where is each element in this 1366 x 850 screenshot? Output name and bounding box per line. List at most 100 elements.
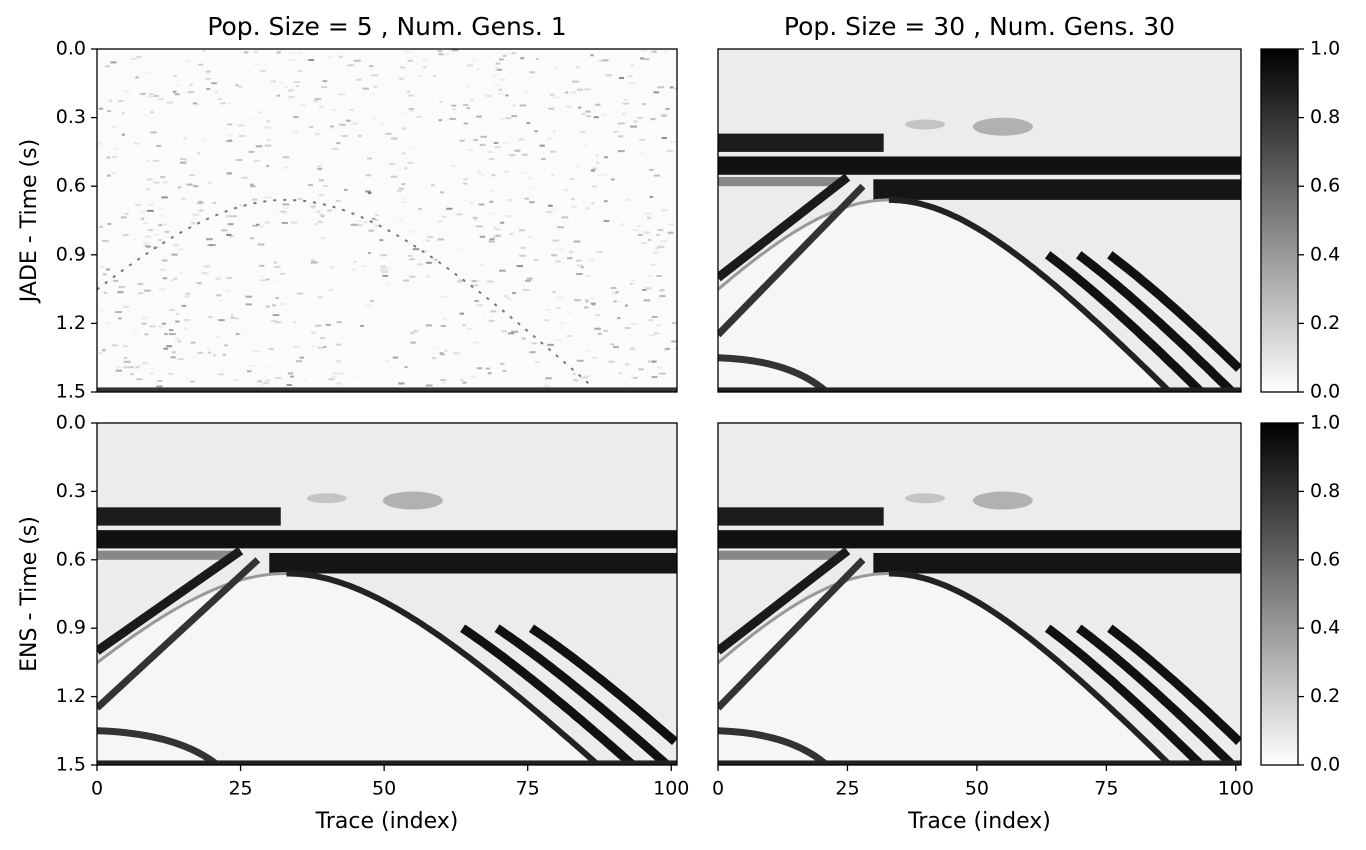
heatmap-speck [493, 310, 500, 313]
heatmap-speck [139, 364, 146, 367]
heatmap-speck [279, 272, 286, 275]
heatmap-speck [573, 225, 577, 228]
colorbar-tick-label: 0.6 [1310, 175, 1340, 197]
heatmap-speck [297, 51, 303, 54]
heatmap-speck [628, 75, 633, 78]
heatmap-speck [351, 122, 358, 125]
heatmap-speck [518, 138, 524, 141]
heatmap-speck [503, 295, 508, 298]
heatmap-speck [438, 53, 444, 56]
heatmap-speck [495, 62, 501, 65]
heatmap-speck [440, 353, 445, 356]
heatmap-speck [356, 78, 362, 81]
heatmap-speck [292, 131, 299, 134]
heatmap-speck [541, 158, 546, 161]
heatmap-speck [321, 86, 328, 89]
heatmap-feature [888, 570, 1175, 765]
heatmap-speck [215, 277, 221, 280]
heatmap-speck [425, 384, 433, 387]
heatmap-speck [674, 87, 677, 90]
heatmap-speck [332, 148, 339, 151]
heatmap-band [718, 177, 843, 187]
heatmap-speck [313, 355, 318, 358]
heatmap-speck [123, 345, 128, 348]
heatmap-speck [181, 197, 186, 200]
heatmap-speck [137, 283, 144, 286]
heatmap-speck [254, 74, 258, 77]
heatmap-speck [522, 288, 530, 291]
heatmap-speck [384, 359, 390, 362]
heatmap-speck [136, 56, 142, 59]
heatmap-feature [306, 493, 347, 504]
heatmap-speck [398, 382, 405, 385]
heatmap-speck [299, 89, 304, 92]
heatmap-speck [218, 319, 225, 322]
heatmap-speck [214, 91, 219, 94]
heatmap-speck [313, 100, 318, 103]
plot-frame [717, 48, 1242, 393]
heatmap-speck [502, 54, 507, 57]
heatmap-speck [583, 375, 591, 378]
heatmap [718, 49, 1241, 392]
heatmap-speck [473, 342, 480, 345]
heatmap-speck [640, 57, 644, 60]
heatmap-speck [664, 50, 669, 53]
heatmap-speck [671, 340, 677, 343]
heatmap-speck [184, 319, 191, 322]
heatmap-speck [432, 249, 439, 252]
y-tick-label: 0.3 [56, 480, 86, 502]
heatmap-speck [158, 98, 164, 101]
heatmap-speck [552, 291, 556, 294]
heatmap-speck [521, 153, 528, 156]
heatmap-speck [160, 223, 168, 226]
heatmap-speck [206, 87, 211, 90]
heatmap-speck [463, 178, 468, 181]
heatmap-speck [185, 292, 191, 295]
heatmap-speck [643, 299, 651, 302]
heatmap-speck [158, 224, 162, 227]
heatmap-speck [310, 331, 316, 334]
heatmap-speck [152, 159, 160, 162]
heatmap-speck [384, 183, 388, 186]
heatmap-speck [637, 116, 643, 119]
heatmap-speck [215, 294, 222, 297]
heatmap-speck [407, 90, 411, 93]
x-tick-label: 50 [965, 778, 989, 800]
heatmap-speck [520, 246, 527, 249]
heatmap-speck [235, 317, 239, 320]
heatmap-speck [603, 200, 608, 203]
x-axis-label: Trace (index) [907, 809, 1051, 834]
heatmap-speck [618, 372, 623, 375]
heatmap-speck [563, 189, 569, 192]
heatmap-speck [404, 366, 408, 369]
heatmap-speck [586, 115, 592, 118]
heatmap-speck [118, 317, 122, 320]
heatmap-speck [539, 144, 545, 147]
heatmap-speck [596, 250, 603, 253]
heatmap-speck [162, 277, 168, 280]
heatmap-speck [604, 156, 609, 159]
heatmap-speck [118, 231, 123, 234]
heatmap-speck [475, 68, 482, 71]
heatmap-speck [459, 312, 465, 315]
heatmap-speck [652, 360, 657, 363]
heatmap-speck [572, 372, 577, 375]
heatmap-speck [494, 145, 501, 148]
heatmap-speck [588, 259, 595, 262]
y-tick-label: 1.5 [56, 381, 86, 403]
heatmap-speck [441, 381, 448, 384]
heatmap-speck [166, 345, 172, 348]
heatmap-speck [557, 248, 564, 251]
heatmap-speck [502, 142, 509, 145]
heatmap-speck [291, 51, 295, 54]
heatmap-speck [492, 74, 498, 77]
heatmap-speck [545, 377, 552, 380]
heatmap-speck [524, 197, 530, 200]
heatmap-speck [111, 344, 119, 347]
heatmap-speck [238, 134, 246, 137]
heatmap-speck [248, 150, 255, 153]
heatmap-speck [226, 233, 232, 236]
heatmap-speck [143, 289, 151, 292]
heatmap-speck [657, 86, 664, 89]
heatmap-speck [256, 223, 260, 226]
